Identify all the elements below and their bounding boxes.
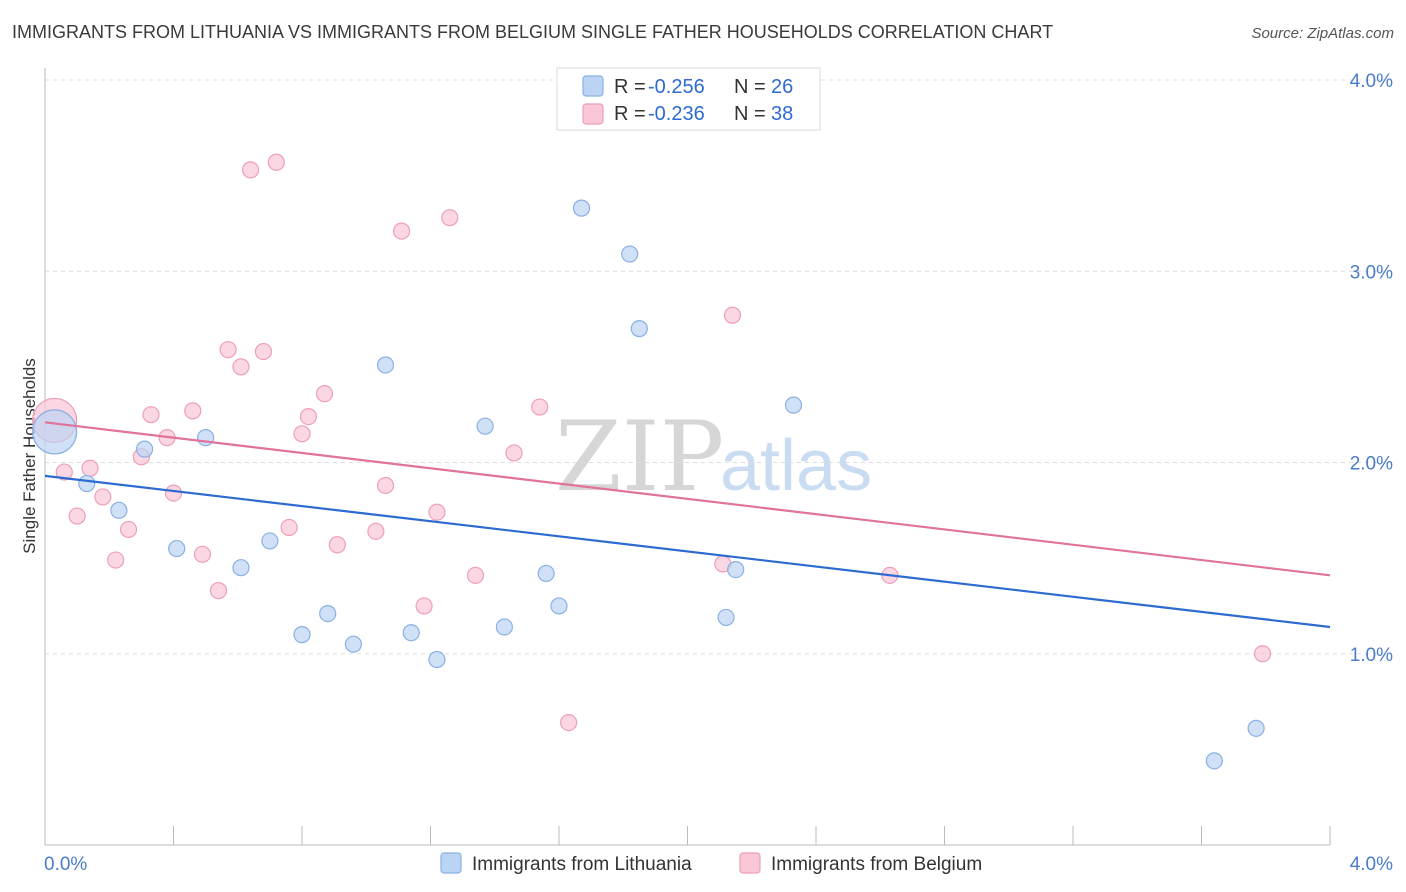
point-belgium-3 [81, 459, 99, 477]
point-lithuania-10 [344, 635, 362, 653]
legend-n-value-belgium: 38 [771, 103, 793, 125]
point-lithuania-20 [630, 320, 648, 338]
point-lithuania-14 [476, 417, 494, 435]
point-lithuania-17 [550, 597, 568, 615]
y-tick-label-2: 3.0% [1350, 262, 1393, 283]
legend-r-value-lithuania: -0.256 [648, 76, 705, 98]
point-lithuania-4 [168, 539, 186, 558]
legend-n-value-lithuania: 26 [771, 76, 793, 98]
point-belgium-31 [505, 444, 523, 462]
legend-r-label-lithuania: R = [614, 76, 646, 98]
point-belgium-26 [392, 222, 411, 240]
legend-swatch-belgium [582, 103, 604, 125]
point-belgium-13 [209, 582, 228, 600]
point-belgium-24 [367, 522, 385, 540]
point-belgium-15 [232, 358, 250, 376]
point-lithuania-8 [293, 626, 311, 644]
y-tick-label-0: 1.0% [1350, 645, 1393, 666]
y-tick-label-3: 4.0% [1350, 71, 1393, 92]
series-legend-label-lithuania: Immigrants from Lithuania [472, 854, 692, 875]
point-lithuania-18 [572, 199, 591, 217]
point-belgium-32 [531, 398, 549, 416]
point-belgium-22 [315, 385, 334, 403]
point-belgium-18 [267, 153, 285, 171]
point-belgium-20 [293, 425, 311, 443]
correlation-legend: R = -0.256 N = 26 R = -0.236 N = 38 [556, 67, 821, 131]
point-belgium-33 [560, 713, 578, 732]
point-belgium-37 [1253, 645, 1272, 663]
point-belgium-25 [376, 476, 395, 495]
x-tick-label-min: 0.0% [44, 854, 87, 875]
point-lithuania-21 [717, 608, 735, 627]
point-belgium-21 [299, 408, 318, 426]
legend-r-label-belgium: R = [614, 103, 646, 125]
point-belgium-8 [142, 406, 160, 424]
point-belgium-16 [242, 161, 260, 179]
point-belgium-17 [254, 342, 273, 361]
point-lithuania-12 [402, 624, 420, 642]
point-lithuania-0 [32, 409, 78, 455]
point-lithuania-19 [621, 245, 639, 263]
point-belgium-27 [415, 597, 433, 615]
point-belgium-4 [94, 488, 112, 506]
point-lithuania-9 [319, 604, 337, 623]
point-belgium-30 [466, 566, 485, 584]
point-belgium-5 [107, 551, 125, 569]
point-belgium-23 [328, 536, 346, 554]
chart-title: IMMIGRANTS FROM LITHUANIA VS IMMIGRANTS … [12, 22, 1053, 42]
point-belgium-29 [441, 209, 459, 227]
y-tick-labels: 1.0% 2.0% 3.0% 4.0% [1350, 71, 1393, 666]
legend-r-value-belgium: -0.236 [648, 103, 705, 125]
legend-swatch-lithuania [582, 75, 604, 97]
point-lithuania-25 [1247, 719, 1265, 737]
series-legend: Immigrants from Lithuania Immigrants fro… [440, 852, 982, 875]
point-belgium-10 [164, 484, 183, 502]
point-belgium-2 [68, 507, 86, 525]
x-tick-marks [173, 826, 1331, 845]
point-lithuania-6 [232, 559, 250, 577]
point-belgium-11 [184, 402, 202, 420]
point-lithuania-11 [376, 356, 395, 374]
point-lithuania-3 [135, 440, 154, 458]
point-belgium-19 [280, 518, 298, 537]
point-lithuania-7 [261, 532, 279, 550]
point-lithuania-2 [110, 501, 128, 519]
point-lithuania-1 [78, 474, 96, 493]
point-lithuania-15 [495, 618, 513, 636]
point-lithuania-22 [727, 560, 745, 579]
point-belgium-35 [723, 306, 742, 324]
point-lithuania-5 [197, 429, 215, 447]
point-lithuania-16 [537, 564, 555, 583]
trend-lines [44, 421, 1331, 629]
series-legend-swatch-belgium [739, 852, 761, 874]
point-belgium-12 [193, 545, 212, 563]
series-legend-label-belgium: Immigrants from Belgium [771, 854, 982, 875]
y-axis-label: Single Father Households [20, 358, 39, 554]
y-tick-label-1: 2.0% [1350, 454, 1393, 475]
point-lithuania-13 [428, 650, 446, 669]
point-lithuania-24 [1205, 752, 1223, 770]
trend-line-lithuania [44, 474, 1331, 629]
chart-source: Source: ZipAtlas.com [1251, 25, 1394, 42]
point-lithuania-23 [784, 396, 803, 414]
series-legend-swatch-lithuania [440, 852, 462, 874]
trend-line-belgium [44, 421, 1331, 577]
x-tick-label-max: 4.0% [1350, 854, 1393, 875]
point-belgium-1 [55, 463, 73, 481]
point-belgium-28 [428, 503, 446, 521]
point-belgium-6 [119, 520, 138, 539]
point-belgium-14 [219, 341, 237, 359]
watermark-zip: ZIP [555, 401, 724, 513]
legend-n-label-belgium: N = [734, 103, 766, 125]
data-points [32, 153, 1272, 770]
legend-n-label-lithuania: N = [734, 76, 766, 98]
watermark-atlas: atlas [720, 426, 872, 506]
